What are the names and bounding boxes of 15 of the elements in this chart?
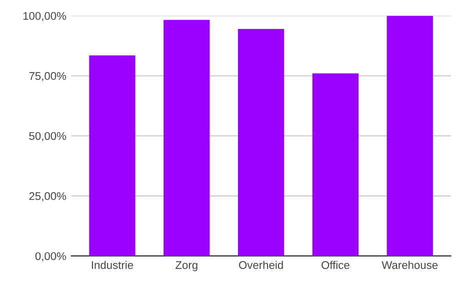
- y-tick-label: 50,00%: [29, 132, 66, 142]
- x-tick-label: Industrie: [92, 260, 134, 269]
- x-tick-label: Warehouse: [382, 260, 438, 269]
- x-tick-label: Overheid: [239, 260, 283, 269]
- bar: [164, 20, 210, 256]
- bar: [312, 73, 359, 256]
- y-tick-label: 100,00%: [23, 12, 66, 22]
- bar: [89, 55, 136, 256]
- y-tick-label: 75,00%: [29, 72, 66, 82]
- y-tick-label: 25,00%: [29, 192, 66, 202]
- bar: [238, 28, 284, 256]
- bar: [386, 16, 433, 256]
- y-tick-label: 0,00%: [35, 252, 66, 262]
- x-tick-label: Zorg: [176, 261, 198, 272]
- x-tick-label: Office: [322, 260, 350, 269]
